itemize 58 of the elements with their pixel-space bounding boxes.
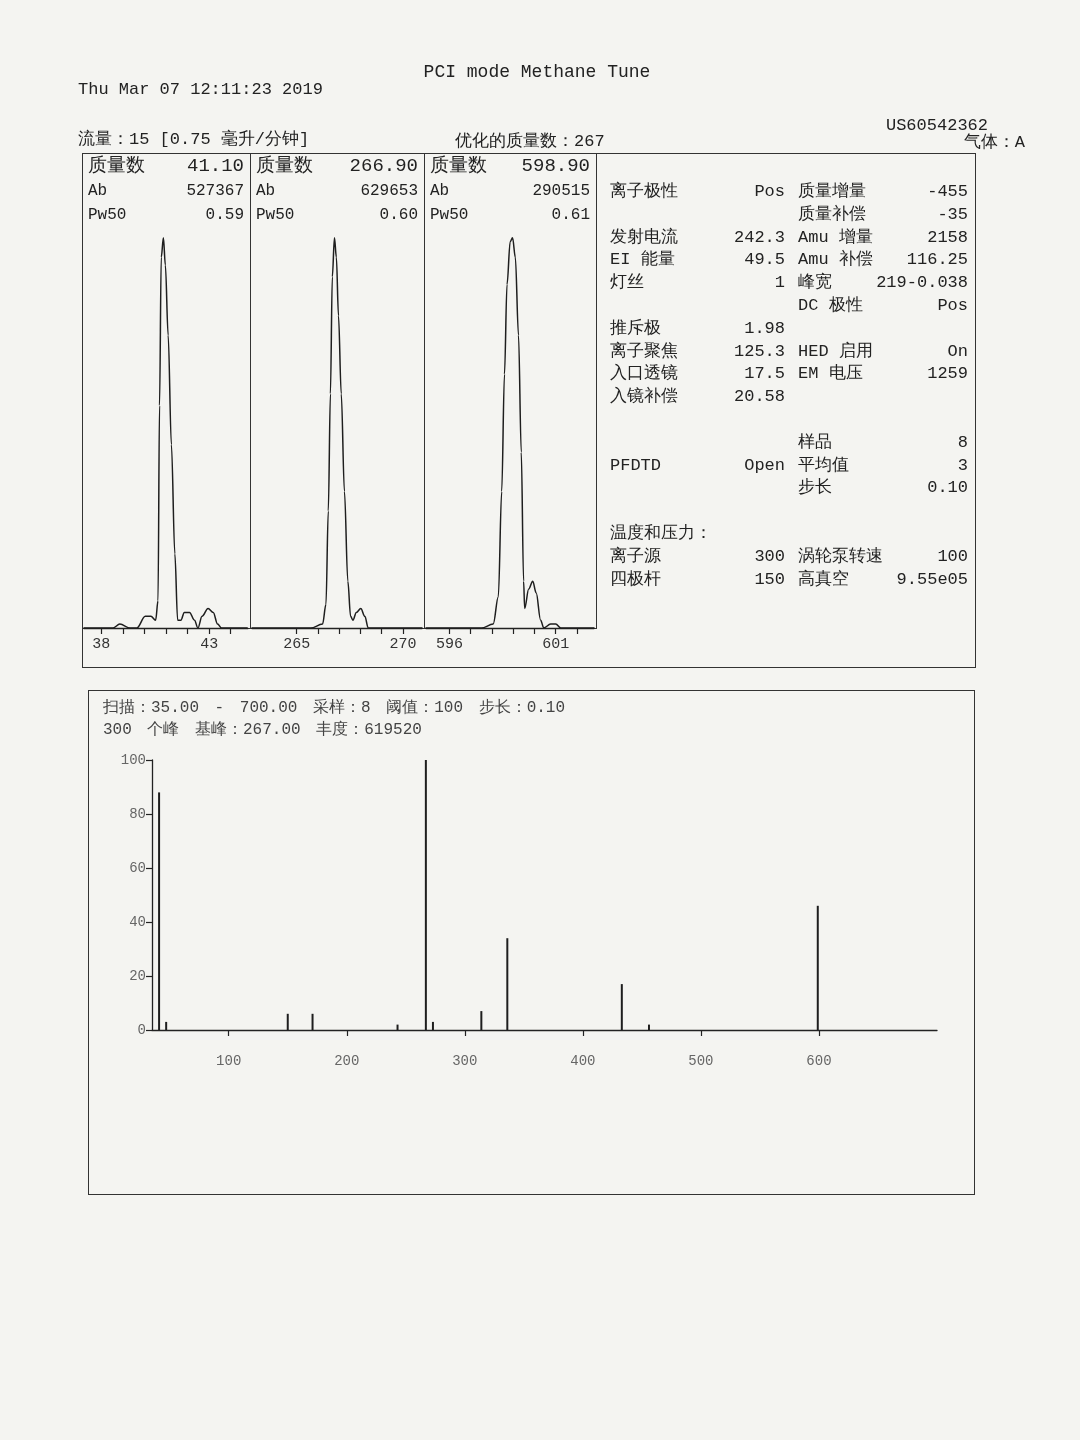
text: 扫描：35.00 - 700.00 采样：8 阈值：100 步长：0.10 (103, 698, 566, 718)
x-tick-label: 265 (283, 636, 311, 653)
text: EM 电压 1259 (798, 364, 968, 384)
x-tick-label: 596 (435, 636, 463, 653)
x-tick-label: 600 (806, 1053, 832, 1069)
x-tick-label: 500 (688, 1053, 714, 1069)
text: 推斥极 1.98 (610, 319, 785, 339)
chart-title: 质量数 598.90 (430, 155, 590, 178)
text: 发射电流 242.3 (610, 227, 785, 247)
text: Pw50 0.61 (430, 205, 590, 224)
text: 入口透镜 17.5 (610, 364, 785, 384)
text: PFDTD Open (610, 455, 785, 475)
y-tick-label: 100 (120, 752, 146, 768)
text: 300 个峰 基峰：267.00 丰度：619520 (103, 720, 422, 740)
y-tick-label: 40 (129, 914, 146, 930)
y-tick-label: 20 (129, 968, 146, 984)
text: 优化的质量数：267 (455, 132, 605, 152)
x-tick-label: 400 (570, 1053, 596, 1069)
x-tick-label: 300 (452, 1053, 478, 1069)
chart-title: 质量数 266.90 (256, 155, 418, 178)
text: 平均值 3 (798, 455, 968, 475)
text: Thu Mar 07 12:11:23 2019 (78, 80, 323, 100)
text: Amu 补偿 116.25 (798, 250, 968, 270)
text: 离子源 300 (610, 547, 785, 567)
text: 高真空 9.55e05 (798, 569, 968, 589)
x-tick-label: 200 (334, 1053, 360, 1069)
y-tick-label: 0 (137, 1022, 146, 1038)
text: 流量：15 [0.75 毫升/分钟] (78, 130, 310, 150)
text: Ab 290515 (430, 181, 590, 200)
y-tick-label: 80 (129, 806, 146, 822)
text: DC 极性 Pos (798, 296, 968, 316)
x-tick-label: 100 (216, 1053, 242, 1069)
text: 峰宽 219-0.038 (798, 273, 968, 293)
text: HED 启用 On (798, 341, 968, 361)
y-tick-label: 60 (129, 860, 146, 876)
text: 质量增量 -455 (798, 182, 968, 202)
x-tick-label: 43 (200, 636, 219, 653)
text: 入镜补偿 20.58 (610, 387, 785, 407)
x-tick-label: 601 (542, 636, 570, 653)
text: 样品 8 (798, 433, 968, 453)
text: 温度和压力： (610, 524, 712, 544)
text: 质量补偿 -35 (798, 205, 968, 225)
chart-title: 质量数 41.10 (88, 155, 244, 178)
text: 涡轮泵转速 100 (798, 547, 968, 567)
text: 四极杆 150 (610, 569, 785, 589)
text: PCI mode Methane Tune (423, 61, 651, 83)
text: Amu 增量 2158 (798, 227, 968, 247)
text: Pw50 0.60 (256, 205, 418, 224)
x-tick-label: 38 (92, 636, 111, 653)
text: EI 能量 49.5 (610, 250, 785, 270)
x-tick-label: 270 (389, 636, 417, 653)
text: 离子聚焦 125.3 (610, 341, 785, 361)
text: 灯丝 1 (610, 273, 785, 293)
text: Pw50 0.59 (88, 205, 244, 224)
text: 步长 0.10 (798, 478, 968, 498)
text: Ab 629653 (256, 181, 418, 200)
text: Ab 527367 (88, 181, 244, 200)
text: 离子极性 Pos (610, 182, 785, 202)
